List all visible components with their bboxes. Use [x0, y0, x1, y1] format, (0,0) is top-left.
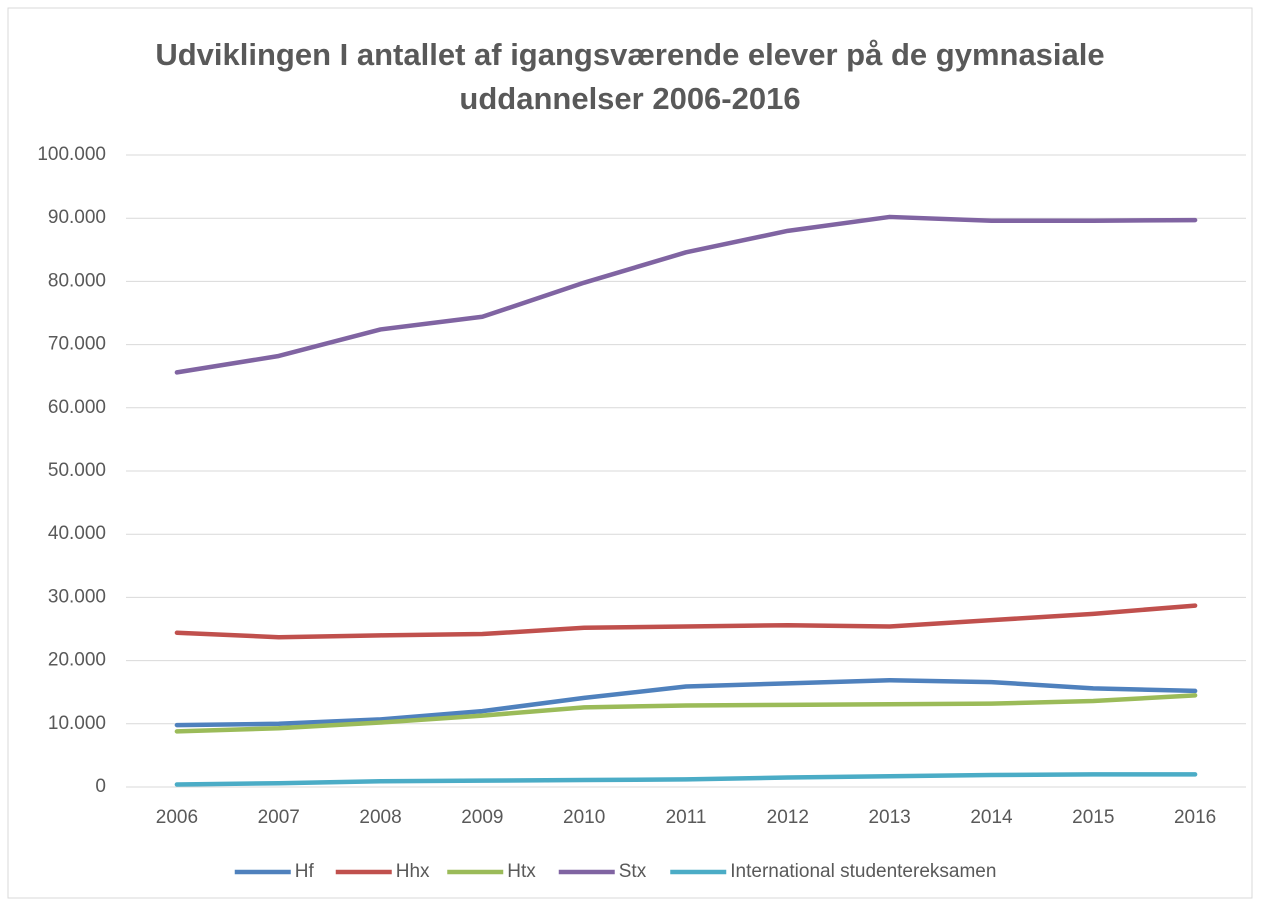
- x-tick-label: 2013: [868, 807, 910, 828]
- series-line: [174, 772, 1198, 787]
- y-tick-label: 90.000: [48, 207, 106, 228]
- y-tick-label: 30.000: [48, 586, 106, 607]
- series-line: [174, 693, 1198, 734]
- x-tick-label: 2010: [563, 807, 605, 828]
- legend-label: Hhx: [396, 861, 430, 882]
- legend-label: International studentereksamen: [730, 861, 996, 882]
- chart-title: Udviklingen I antallet af igangsværende …: [155, 37, 1104, 72]
- y-tick-label: 0: [95, 776, 106, 797]
- legend-label: Hf: [295, 861, 315, 882]
- x-tick-label: 2014: [970, 807, 1013, 828]
- chart-frame: [7, 7, 1253, 899]
- x-tick-label: 2007: [258, 807, 300, 828]
- legend-label: Htx: [507, 861, 536, 882]
- y-tick-label: 60.000: [48, 397, 106, 418]
- series-line: [174, 603, 1198, 640]
- x-tick-label: 2009: [461, 807, 503, 828]
- y-tick-label: 40.000: [48, 523, 106, 544]
- y-tick-label: 10.000: [48, 713, 106, 734]
- series-line: [174, 214, 1198, 375]
- chart-title: uddannelser 2006-2016: [459, 81, 800, 116]
- y-tick-label: 50.000: [48, 460, 106, 481]
- x-tick-label: 2016: [1174, 807, 1216, 828]
- x-tick-label: 2006: [156, 807, 198, 828]
- y-tick-label: 70.000: [48, 334, 106, 355]
- x-tick-label: 2015: [1072, 807, 1114, 828]
- x-tick-label: 2012: [767, 807, 809, 828]
- y-tick-label: 100.000: [37, 144, 106, 165]
- y-tick-label: 20.000: [48, 650, 106, 671]
- legend-label: Stx: [619, 861, 647, 882]
- x-tick-label: 2011: [666, 807, 707, 828]
- series-line: [174, 677, 1198, 728]
- x-tick-label: 2008: [359, 807, 401, 828]
- y-tick-label: 80.000: [48, 270, 106, 291]
